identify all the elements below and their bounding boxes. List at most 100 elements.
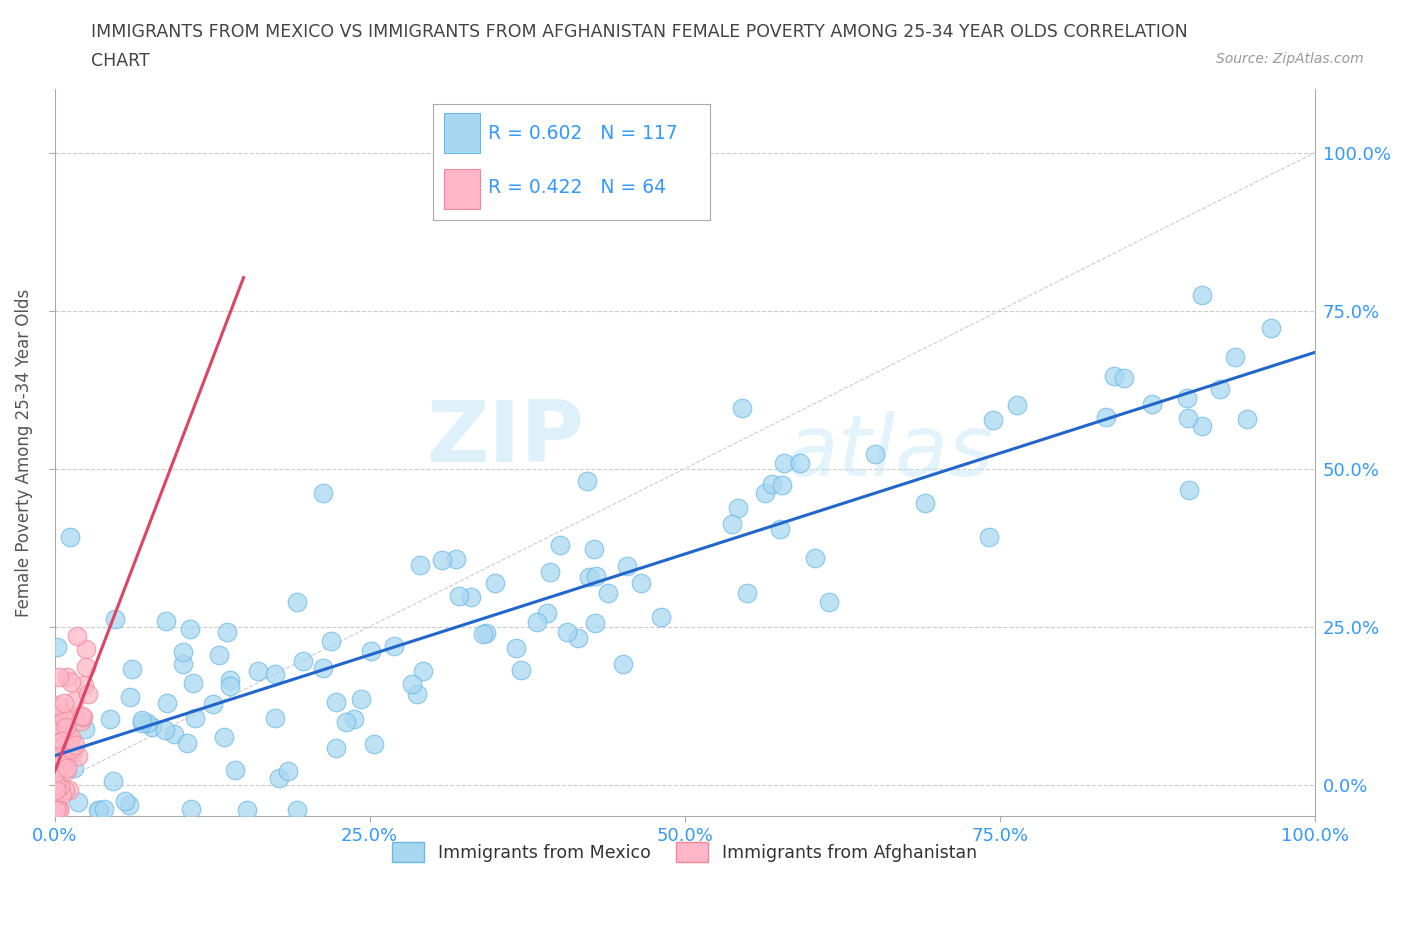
Point — [1175, 391, 1198, 405]
Point — [62, 744, 84, 759]
Point — [73, 722, 96, 737]
Point — [567, 631, 589, 645]
Point — [761, 476, 783, 491]
Point — [789, 456, 811, 471]
Point — [45, 756, 67, 771]
Point — [46, 718, 69, 733]
Point — [1191, 288, 1213, 303]
Point — [218, 673, 240, 688]
Point — [505, 641, 527, 656]
Point — [409, 558, 432, 573]
Point — [1178, 482, 1201, 497]
Point — [598, 586, 620, 601]
Point — [131, 715, 153, 730]
Point — [208, 647, 231, 662]
Point — [51, 733, 73, 748]
Point — [1223, 350, 1246, 365]
Point — [55, 764, 77, 778]
Point — [48, 670, 70, 684]
Point — [60, 675, 83, 690]
Point — [202, 697, 225, 711]
Point — [63, 694, 86, 709]
Point — [114, 793, 136, 808]
Point — [1209, 381, 1232, 396]
Point — [474, 626, 496, 641]
Point — [51, 787, 73, 802]
Point — [101, 773, 124, 788]
Point — [578, 569, 600, 584]
Point — [172, 657, 194, 671]
Point — [754, 485, 776, 500]
Point — [49, 757, 72, 772]
Text: ZIP: ZIP — [426, 397, 583, 480]
Point — [325, 740, 347, 755]
Point — [183, 675, 205, 690]
Point — [335, 714, 357, 729]
Point — [59, 529, 82, 544]
Point — [55, 782, 77, 797]
Point — [219, 679, 242, 694]
Point — [583, 616, 606, 631]
Point — [401, 676, 423, 691]
Point — [585, 569, 607, 584]
Point — [45, 787, 67, 802]
Point — [179, 621, 201, 636]
Text: CHART: CHART — [91, 52, 150, 70]
Point — [1140, 396, 1163, 411]
Point — [1177, 410, 1199, 425]
Point — [121, 661, 143, 676]
Point — [75, 659, 97, 674]
Point — [444, 551, 467, 566]
Point — [285, 803, 308, 817]
Point — [730, 400, 752, 415]
Point — [46, 698, 69, 712]
Point — [65, 629, 87, 644]
Point — [49, 760, 72, 775]
Point — [55, 670, 77, 684]
Point — [53, 696, 76, 711]
Point — [46, 640, 69, 655]
Point — [49, 778, 72, 793]
Point — [575, 473, 598, 488]
Point — [977, 529, 1000, 544]
Point — [52, 738, 75, 753]
Point — [246, 663, 269, 678]
Point — [350, 691, 373, 706]
Point — [277, 764, 299, 779]
Point — [48, 751, 70, 765]
Point — [44, 745, 66, 760]
Point — [44, 765, 66, 780]
Point — [48, 760, 70, 775]
Point — [769, 522, 792, 537]
Point — [59, 732, 82, 747]
Point — [60, 730, 83, 745]
Point — [62, 761, 84, 776]
Point — [49, 706, 72, 721]
Point — [48, 781, 70, 796]
Point — [141, 719, 163, 734]
Point — [914, 496, 936, 511]
Point — [319, 634, 342, 649]
Point — [865, 446, 887, 461]
Point — [612, 657, 634, 671]
Point — [176, 736, 198, 751]
Point — [616, 559, 638, 574]
Text: atlas: atlas — [786, 411, 994, 495]
Point — [72, 709, 94, 724]
Point — [267, 770, 290, 785]
Point — [1095, 410, 1118, 425]
Point — [735, 586, 758, 601]
Point — [45, 777, 67, 791]
Point — [66, 794, 89, 809]
Point — [981, 412, 1004, 427]
Point — [770, 477, 793, 492]
Point — [46, 758, 69, 773]
Point — [430, 552, 453, 567]
Point — [526, 615, 548, 630]
Point — [63, 737, 86, 752]
Point — [131, 713, 153, 728]
Point — [264, 711, 287, 725]
Point — [291, 654, 314, 669]
Point — [360, 643, 382, 658]
Point — [472, 626, 495, 641]
